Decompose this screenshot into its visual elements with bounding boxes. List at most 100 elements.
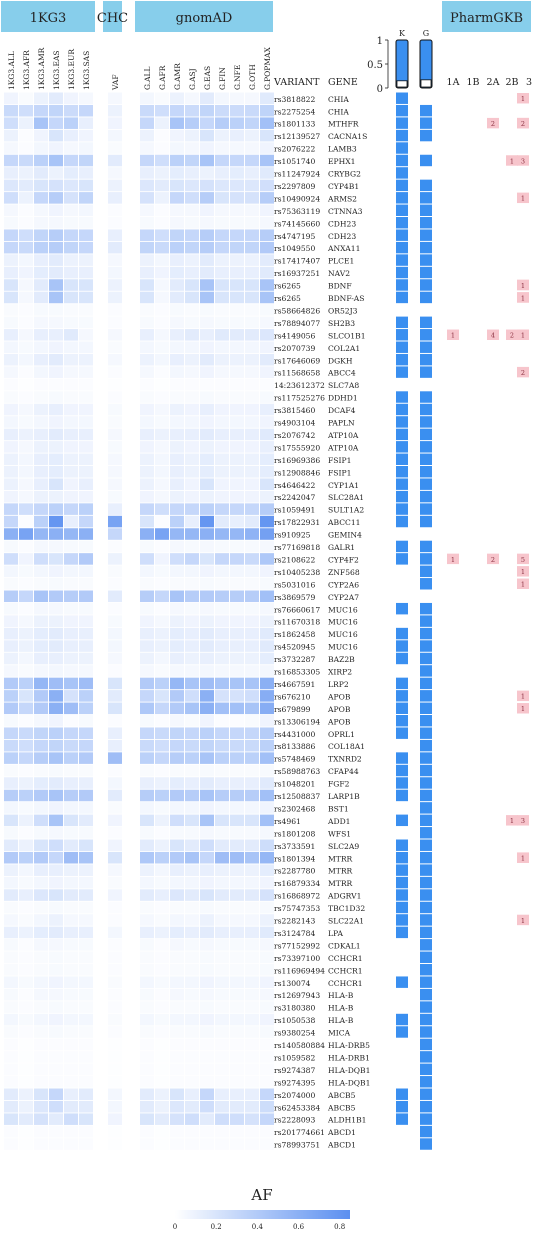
af-cell	[260, 1026, 274, 1038]
gene-label: ATP10A	[327, 443, 359, 452]
variant-label: rs74145660	[274, 219, 320, 228]
af-cell	[19, 578, 33, 590]
af-cell	[260, 304, 274, 316]
af-cell	[79, 378, 93, 391]
af-cell	[49, 378, 63, 391]
af-cell	[79, 590, 93, 603]
af-cell	[170, 1038, 184, 1051]
af-cell	[185, 378, 199, 391]
af-cell	[34, 353, 48, 366]
af-cell	[155, 478, 169, 490]
af-cell	[64, 192, 78, 204]
af-cell	[170, 142, 184, 154]
af-cell	[260, 1038, 274, 1051]
af-cell	[260, 590, 274, 603]
af-cell	[185, 391, 199, 403]
af-cell	[140, 316, 154, 329]
af-cell	[64, 217, 78, 229]
af-cell	[215, 1125, 229, 1138]
af-cell	[34, 1051, 48, 1063]
pharmgkb-badge-count: 1	[521, 282, 525, 290]
af-cell	[4, 615, 18, 627]
af-cell	[230, 715, 244, 727]
af-cell	[260, 876, 274, 889]
af-cell	[108, 353, 122, 366]
variant-label: rs17646069	[274, 356, 320, 365]
af-cell	[215, 752, 229, 764]
af-cell	[245, 901, 259, 914]
variant-label: rs1051740	[274, 157, 316, 166]
gene-label: BDNF	[328, 282, 352, 291]
af-cell	[64, 789, 78, 802]
af-cell	[185, 453, 199, 466]
af-cell	[170, 1138, 184, 1150]
af-cell	[19, 503, 33, 515]
af-cell	[108, 553, 122, 565]
af-cell	[260, 279, 274, 291]
af-cell	[170, 241, 184, 254]
af-cell	[155, 291, 169, 304]
af-cell	[19, 515, 33, 528]
af-cell	[170, 266, 184, 279]
af-cell	[230, 640, 244, 652]
af-cell	[215, 291, 229, 304]
af-cell	[170, 304, 184, 316]
af-cell	[155, 1100, 169, 1113]
af-cell	[108, 366, 122, 378]
af-cell	[155, 926, 169, 939]
af-cell	[34, 889, 48, 901]
af-cell	[185, 889, 199, 901]
af-cell	[170, 1125, 184, 1138]
af-cell	[230, 204, 244, 217]
af-cell	[245, 988, 259, 1001]
af-cell	[108, 217, 122, 229]
variant-label: rs5031016	[274, 580, 316, 589]
af-cell	[260, 827, 274, 839]
variant-label: rs12908846	[274, 468, 320, 477]
af-cell	[215, 864, 229, 876]
af-cell	[19, 814, 33, 827]
af-cell	[34, 827, 48, 839]
af-cell	[260, 1013, 274, 1026]
g-present-cell	[420, 154, 432, 167]
af-cell	[19, 739, 33, 752]
variant-label: rs1801394	[274, 854, 316, 863]
af-cell	[4, 192, 18, 204]
af-cell	[64, 864, 78, 876]
af-cell	[64, 1063, 78, 1076]
af-cell	[185, 229, 199, 241]
af-cell	[108, 901, 122, 914]
af-cell	[49, 341, 63, 354]
pharmgkb-badge	[517, 703, 529, 714]
af-cell	[49, 515, 63, 528]
af-cell	[49, 1013, 63, 1026]
af-cell	[4, 752, 18, 764]
af-cell	[64, 378, 78, 391]
af-cell	[170, 764, 184, 777]
pharmgkb-badge	[447, 329, 459, 340]
af-cell	[200, 553, 214, 565]
af-cell	[79, 266, 93, 279]
g-present-cell	[420, 353, 432, 366]
af-cell	[245, 490, 259, 503]
af-cell	[230, 341, 244, 354]
af-cell	[19, 204, 33, 217]
af-cell	[4, 1001, 18, 1013]
col-label-1kg3-eas: 1KG3.EAS	[52, 50, 61, 90]
af-cell	[170, 254, 184, 266]
af-cell	[215, 926, 229, 939]
af-cell	[170, 715, 184, 727]
g-present-cell	[420, 1063, 432, 1076]
af-cell	[230, 304, 244, 316]
af-cell	[260, 366, 274, 378]
af-cell	[19, 715, 33, 727]
af-cell	[230, 690, 244, 702]
af-cell	[215, 951, 229, 964]
af-cell	[155, 403, 169, 416]
af-cell	[155, 889, 169, 901]
af-cell	[140, 1001, 154, 1013]
af-cell	[79, 1100, 93, 1113]
gene-label: MTRR	[328, 854, 353, 863]
af-cell	[34, 341, 48, 354]
af-cell	[230, 117, 244, 129]
